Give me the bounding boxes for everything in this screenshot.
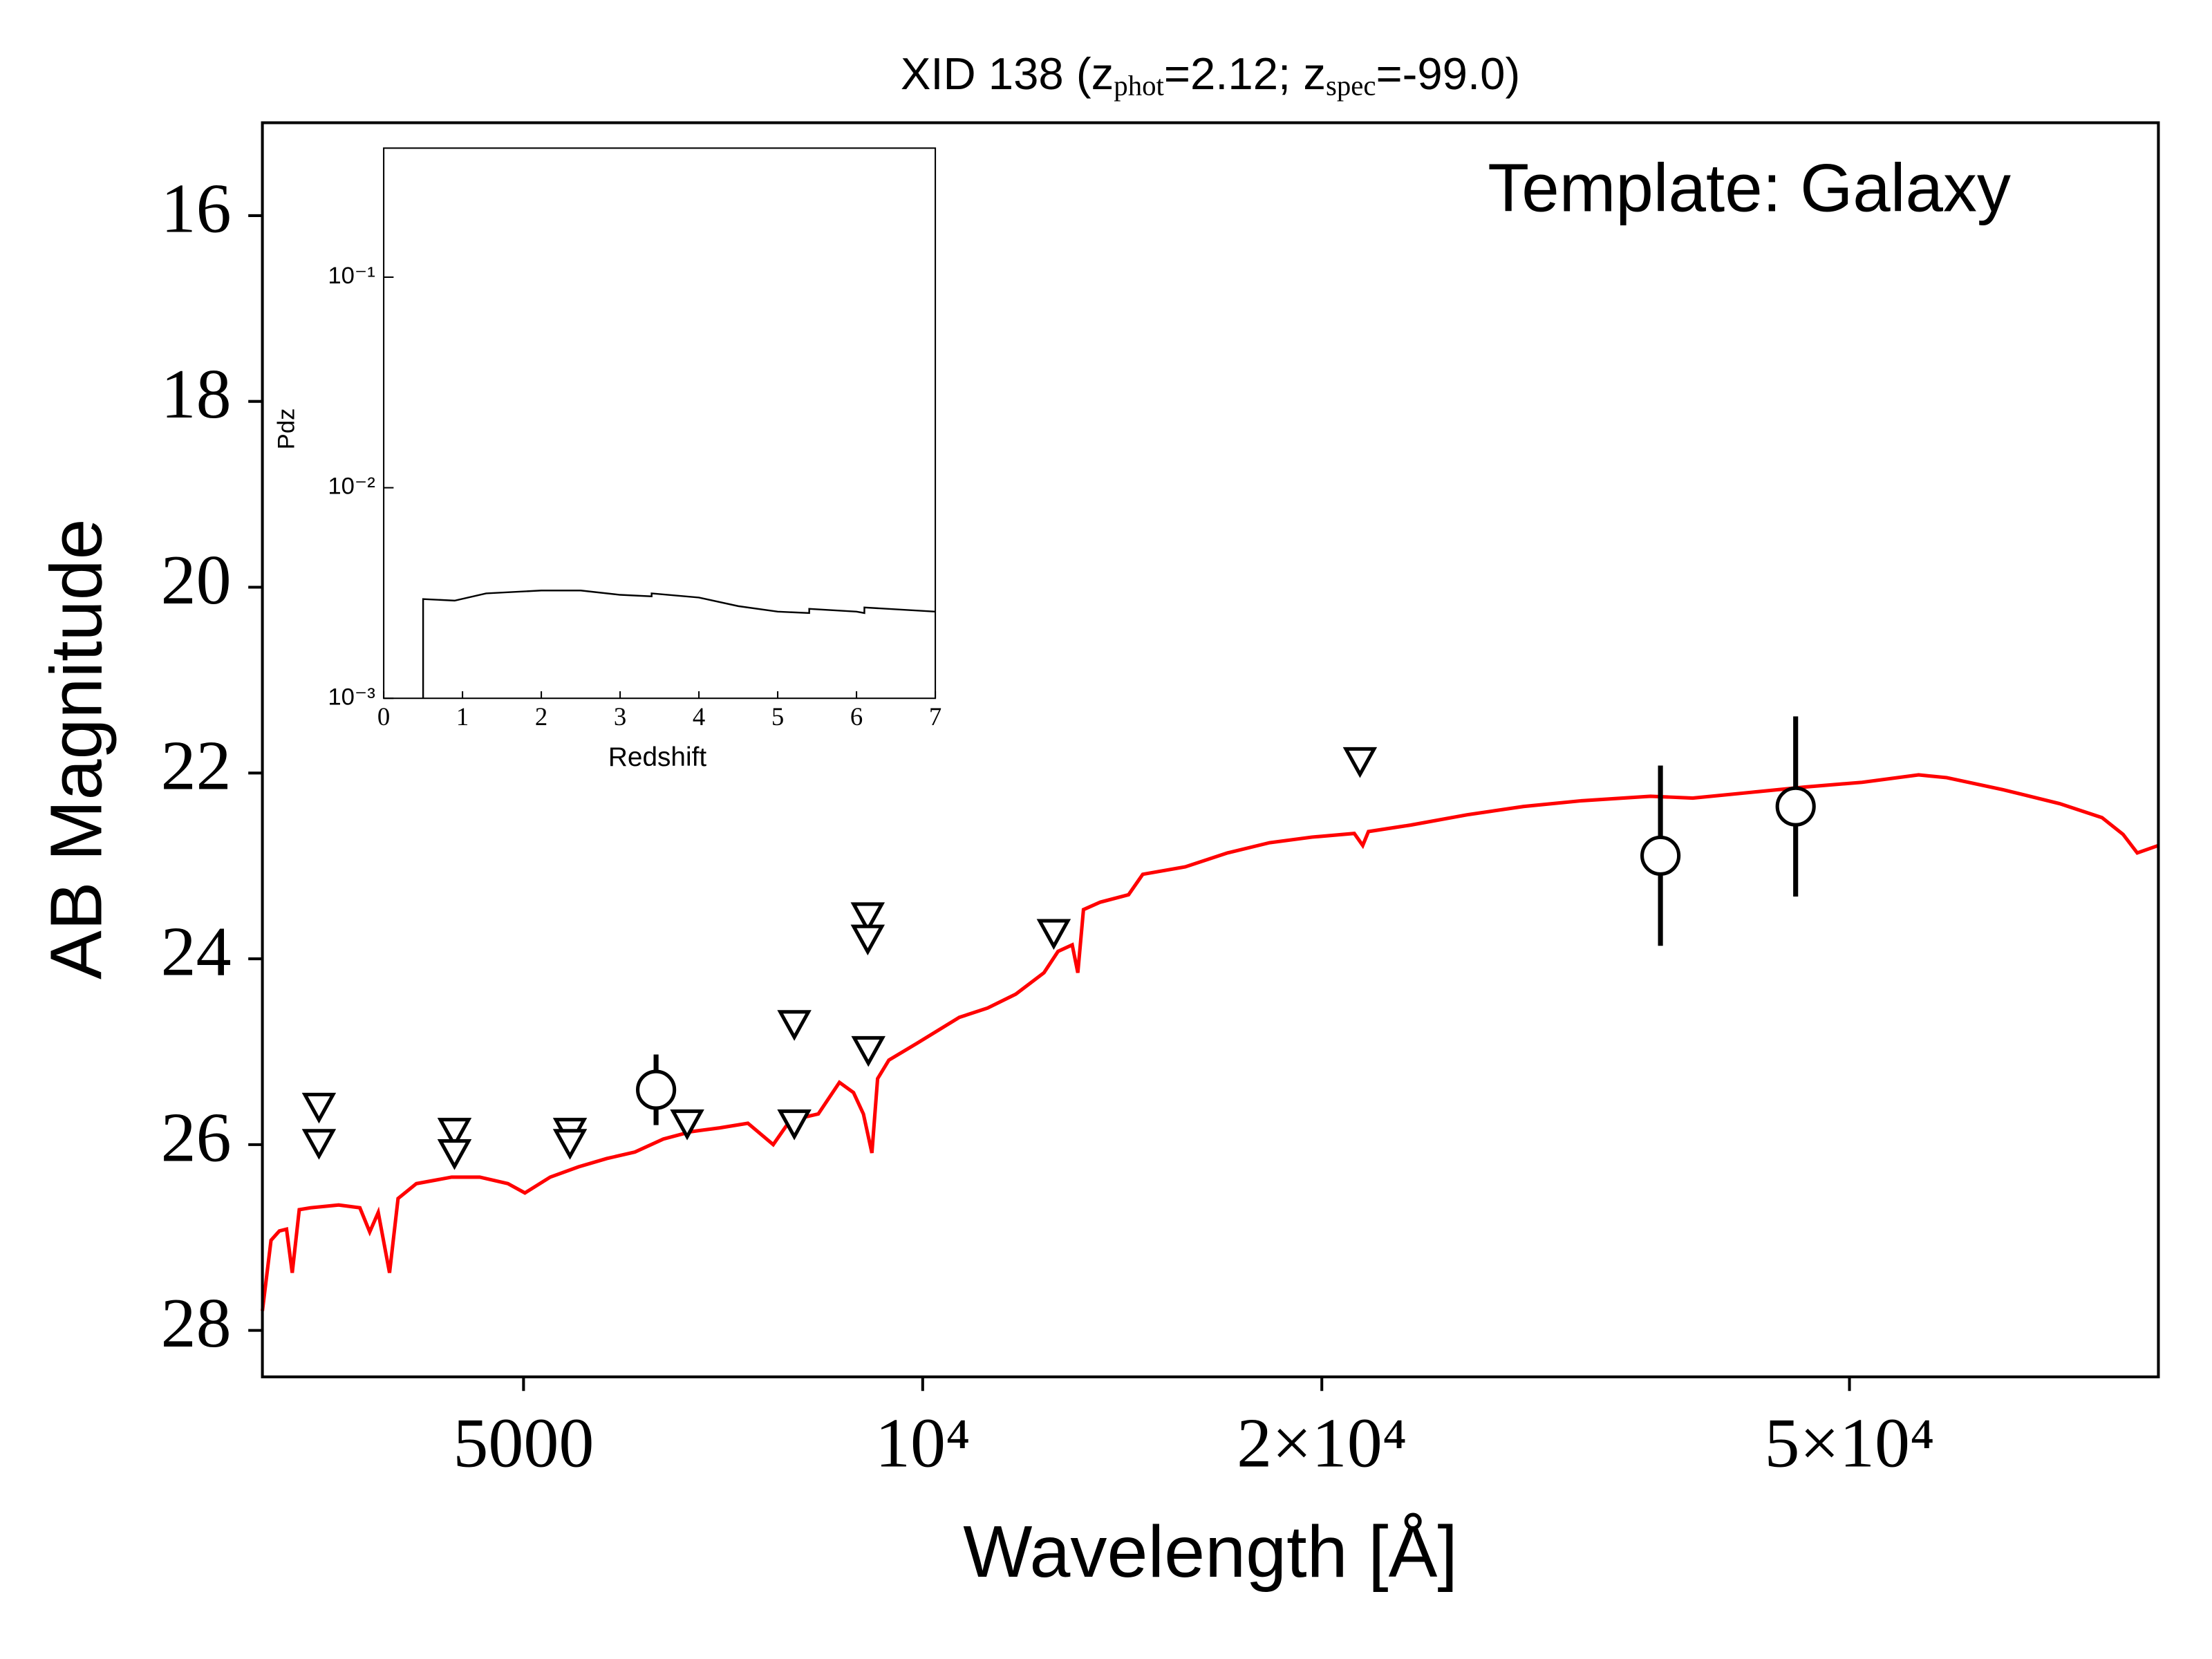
annotation: Template: Galaxy: [1488, 149, 2011, 225]
upper-limit: [850, 902, 885, 933]
y-axis-label: AB Magnitude: [35, 518, 117, 980]
title-text: XID 138 (z: [901, 48, 1114, 99]
upper-limit: [552, 1129, 588, 1160]
x-tick-label: 5000: [453, 1404, 594, 1482]
inset-y-tick-label: 10⁻³: [328, 684, 375, 710]
upper-limit: [437, 1118, 472, 1149]
x-tick-label: 2×10⁴: [1237, 1404, 1407, 1482]
upper-limit: [301, 1092, 337, 1124]
y-tick-label: 24: [161, 912, 232, 991]
inset-y-label: Pdz: [273, 409, 299, 450]
upper-limit: [851, 1035, 885, 1067]
upper-limit: [777, 1109, 812, 1141]
upper-limit: [850, 924, 885, 956]
template-line: [261, 773, 2159, 1311]
chart-title: XID 138 (zphot=2.12; zspec=-99.0): [901, 48, 1520, 101]
upper-limit: [670, 1109, 704, 1141]
title-text: =-99.0): [1376, 48, 1520, 99]
x-axis-label: Wavelength [Å]: [963, 1511, 1458, 1593]
x-tick-label: 5×10⁴: [1764, 1404, 1934, 1482]
y-tick-label: 18: [161, 355, 232, 433]
inset-frame: [383, 147, 937, 700]
inset-x-label: Redshift: [608, 742, 706, 772]
upper-limit: [1342, 747, 1378, 778]
title-subscript: spec: [1326, 71, 1376, 102]
upper-limit: [437, 1139, 472, 1170]
y-tick-label: 22: [161, 727, 232, 805]
inset-x-tick-label: 1: [456, 702, 469, 731]
detection: [1640, 835, 1681, 876]
inset-plot: 0 1 2 3 4 5 6 7 10⁻³ 10⁻² 10⁻¹: [328, 263, 941, 731]
detection: [1775, 786, 1816, 827]
title-subscript: phot: [1114, 71, 1164, 102]
y-tick-label: 28: [161, 1284, 232, 1362]
upper-limit: [1036, 919, 1071, 950]
inset-x-tick-label: 2: [535, 702, 547, 731]
inset-x-tick-label: 6: [850, 702, 863, 731]
title-text: =2.12; z: [1164, 48, 1326, 99]
inset-x-tick-label: 4: [693, 702, 705, 731]
pdz-line: [422, 590, 936, 699]
inset-y-tick-label: 10⁻²: [328, 474, 375, 500]
upper-limit: [777, 1010, 812, 1041]
plot-area: [261, 716, 2159, 1311]
detection: [636, 1069, 677, 1110]
inset-y-tick-label: 10⁻¹: [328, 263, 375, 289]
y-tick-label: 20: [161, 541, 232, 619]
axes-frame: [261, 121, 2160, 1378]
inset-x-tick-label: 0: [377, 702, 390, 731]
y-tick-label: 16: [161, 169, 232, 247]
x-tick-label: 10⁴: [875, 1404, 971, 1482]
inset-x-tick-label: 3: [614, 702, 626, 731]
y-tick-label: 26: [161, 1098, 232, 1177]
inset-x-tick-label: 7: [929, 702, 941, 731]
inset-x-tick-label: 5: [771, 702, 784, 731]
upper-limit: [301, 1129, 337, 1160]
